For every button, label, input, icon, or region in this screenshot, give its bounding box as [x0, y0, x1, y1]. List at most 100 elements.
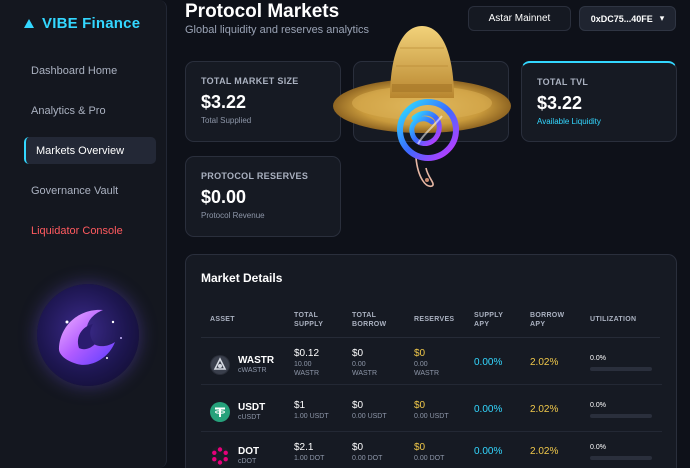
row-divider — [201, 431, 662, 432]
amount-line: WASTR — [414, 370, 440, 377]
amount-line: 0.00 USDT — [414, 413, 449, 420]
card-label: TOTAL MARKET SIZE — [201, 76, 299, 86]
supply-apy: 0.00% — [474, 357, 503, 368]
total-supply-value: $1 — [294, 400, 306, 411]
asset-name: WASTR — [238, 355, 275, 366]
asset-ctoken: cWASTR — [238, 367, 267, 374]
row-divider — [201, 384, 662, 385]
column-header-label: TOTAL — [352, 312, 377, 319]
card-value: $3.22 — [537, 93, 583, 113]
page-title: Protocol Markets — [185, 1, 340, 22]
column-header-borrow-apy: BORROW APY — [530, 311, 564, 329]
column-header-label: RESERVES — [414, 316, 455, 323]
total-supply-amount: 10.00 WASTR — [294, 360, 319, 378]
page-subtitle: Global liquidity and reserves analytics — [185, 24, 370, 36]
header-divider — [201, 337, 660, 338]
total-supply-value: $0.12 — [294, 348, 320, 359]
borrow-apy: 2.02% — [530, 446, 559, 457]
brand-name: VIBE Finance — [42, 15, 141, 32]
wave-mascot-image — [37, 284, 139, 386]
column-header-label: ASSET — [210, 316, 235, 323]
polkadot-token-icon — [210, 446, 230, 466]
amount-line: 0.00 — [414, 361, 428, 368]
column-header-utilization: UTILIZATION — [590, 315, 636, 324]
amount-line: 0.00 DOT — [414, 455, 445, 462]
reserves-value: $0 — [414, 442, 426, 453]
sidebar-item-liquidator-console[interactable]: Liquidator Console — [31, 224, 123, 237]
column-header-label: BORROW — [352, 321, 387, 328]
table-row-dot[interactable]: DOT cDOT $2.1 1.00 DOT $0 0.00 DOT $0 0.… — [186, 432, 678, 468]
brand[interactable]: VIBE Finance — [24, 15, 140, 32]
total-supply-amount: 1.00 USDT — [294, 412, 329, 421]
sidebar-item-markets-overview[interactable]: Markets Overview — [24, 137, 156, 164]
column-header-label: SUPPLY — [474, 312, 504, 319]
total-tvl-card: TOTAL TVL $3.22 Available Liquidity — [521, 61, 677, 142]
sidebar-item-analytics[interactable]: Analytics & Pro — [31, 104, 106, 117]
card-sub: Protocol Revenue — [201, 211, 265, 220]
sidebar-item-dashboard-home[interactable]: Dashboard Home — [31, 64, 118, 77]
amount-line: WASTR — [294, 370, 320, 377]
column-header-label: TOTAL — [294, 312, 319, 319]
utilization-bar — [590, 367, 652, 371]
utilization-value: 0.0% — [590, 355, 606, 362]
card-sub: Total Supplied — [201, 116, 252, 125]
total-market-size-card: TOTAL MARKET SIZE $3.22 Total Supplied — [185, 61, 341, 142]
total-borrow-value: $0 — [352, 348, 364, 359]
card-value: $3.22 — [201, 92, 247, 112]
asset-ctoken: cDOT — [238, 458, 257, 465]
supply-apy: 0.00% — [474, 446, 503, 457]
total-borrow-amount: 0.00 USDT — [352, 412, 387, 421]
wallet-address: 0xDC75...40FE — [590, 13, 653, 24]
amount-line: 0.00 — [352, 361, 366, 368]
column-header-label: APY — [530, 321, 546, 328]
amount-line: 1.00 DOT — [294, 455, 325, 462]
utilization-bar — [590, 414, 652, 418]
amount-line: 10.00 — [294, 361, 312, 368]
amount-line: 0.00 DOT — [352, 455, 383, 462]
sidebar-item-governance-vault[interactable]: Governance Vault — [31, 184, 119, 197]
table-row-usdt[interactable]: USDT cUSDT $1 1.00 USDT $0 0.00 USDT $0 … — [186, 388, 678, 432]
reserves-amount: 0.00 WASTR — [414, 360, 439, 378]
triangle-icon — [24, 19, 34, 28]
sidebar-nav: Dashboard Home Analytics & Pro Markets O… — [24, 57, 156, 257]
wallet-button[interactable]: 0xDC75...40FE ▾ — [579, 6, 676, 31]
network-selector-button[interactable]: Astar Mainnet — [468, 6, 571, 31]
market-details-table: Market Details ASSET TOTAL SUPPLY TOTAL BO… — [185, 254, 677, 468]
astar-token-icon — [210, 355, 230, 375]
table-row-wastr[interactable]: WASTR cWASTR $0.12 10.00 WASTR $0 0.00 WAS… — [186, 341, 678, 385]
total-borrow-amount: 0.00 DOT — [352, 454, 382, 463]
reserves-amount: 0.00 DOT — [414, 454, 444, 463]
reserves-value: $0 — [414, 400, 426, 411]
reserves-value: $0 — [414, 348, 426, 359]
sidebar: VIBE Finance Dashboard Home Analytics & … — [0, 0, 167, 468]
column-header-label: BORROW — [530, 312, 565, 319]
column-header-total-supply: TOTAL SUPPLY — [294, 311, 323, 329]
reserves-amount: 0.00 USDT — [414, 412, 449, 421]
column-header-label: APY — [474, 321, 490, 328]
asset-name: DOT — [238, 446, 260, 457]
total-borrow-amount: 0.00 WASTR — [352, 360, 377, 378]
borrow-apy: 2.02% — [530, 404, 559, 415]
column-header-reserves: RESERVES — [414, 315, 454, 324]
card-value: $0.00 — [201, 187, 247, 207]
utilization-value: 0.0% — [590, 402, 606, 409]
column-header-asset: ASSET — [210, 315, 235, 324]
asset-name: USDT — [238, 402, 266, 413]
total-borrow-value: $0 — [352, 400, 364, 411]
asset-ctoken: cUSDT — [238, 414, 261, 421]
column-header-total-borrow: TOTAL BORROW — [352, 311, 386, 329]
market-details-title: Market Details — [201, 271, 283, 285]
amount-line: 1.00 USDT — [294, 413, 329, 420]
borrow-apy: 2.02% — [530, 357, 559, 368]
amount-line: WASTR — [352, 370, 378, 377]
column-header-label: SUPPLY — [294, 321, 324, 328]
card-sub: Available Liquidity — [537, 117, 601, 126]
chevron-down-icon: ▾ — [659, 13, 665, 23]
supply-apy: 0.00% — [474, 404, 503, 415]
amount-line: 0.00 USDT — [352, 413, 387, 420]
column-header-supply-apy: SUPPLY APY — [474, 311, 503, 329]
total-borrow-value: $0 — [352, 442, 364, 453]
sombrero-logo-image — [330, 18, 515, 203]
protocol-reserves-card: PROTOCOL RESERVES $0.00 Protocol Revenue — [185, 156, 341, 237]
utilization-bar — [590, 456, 652, 460]
